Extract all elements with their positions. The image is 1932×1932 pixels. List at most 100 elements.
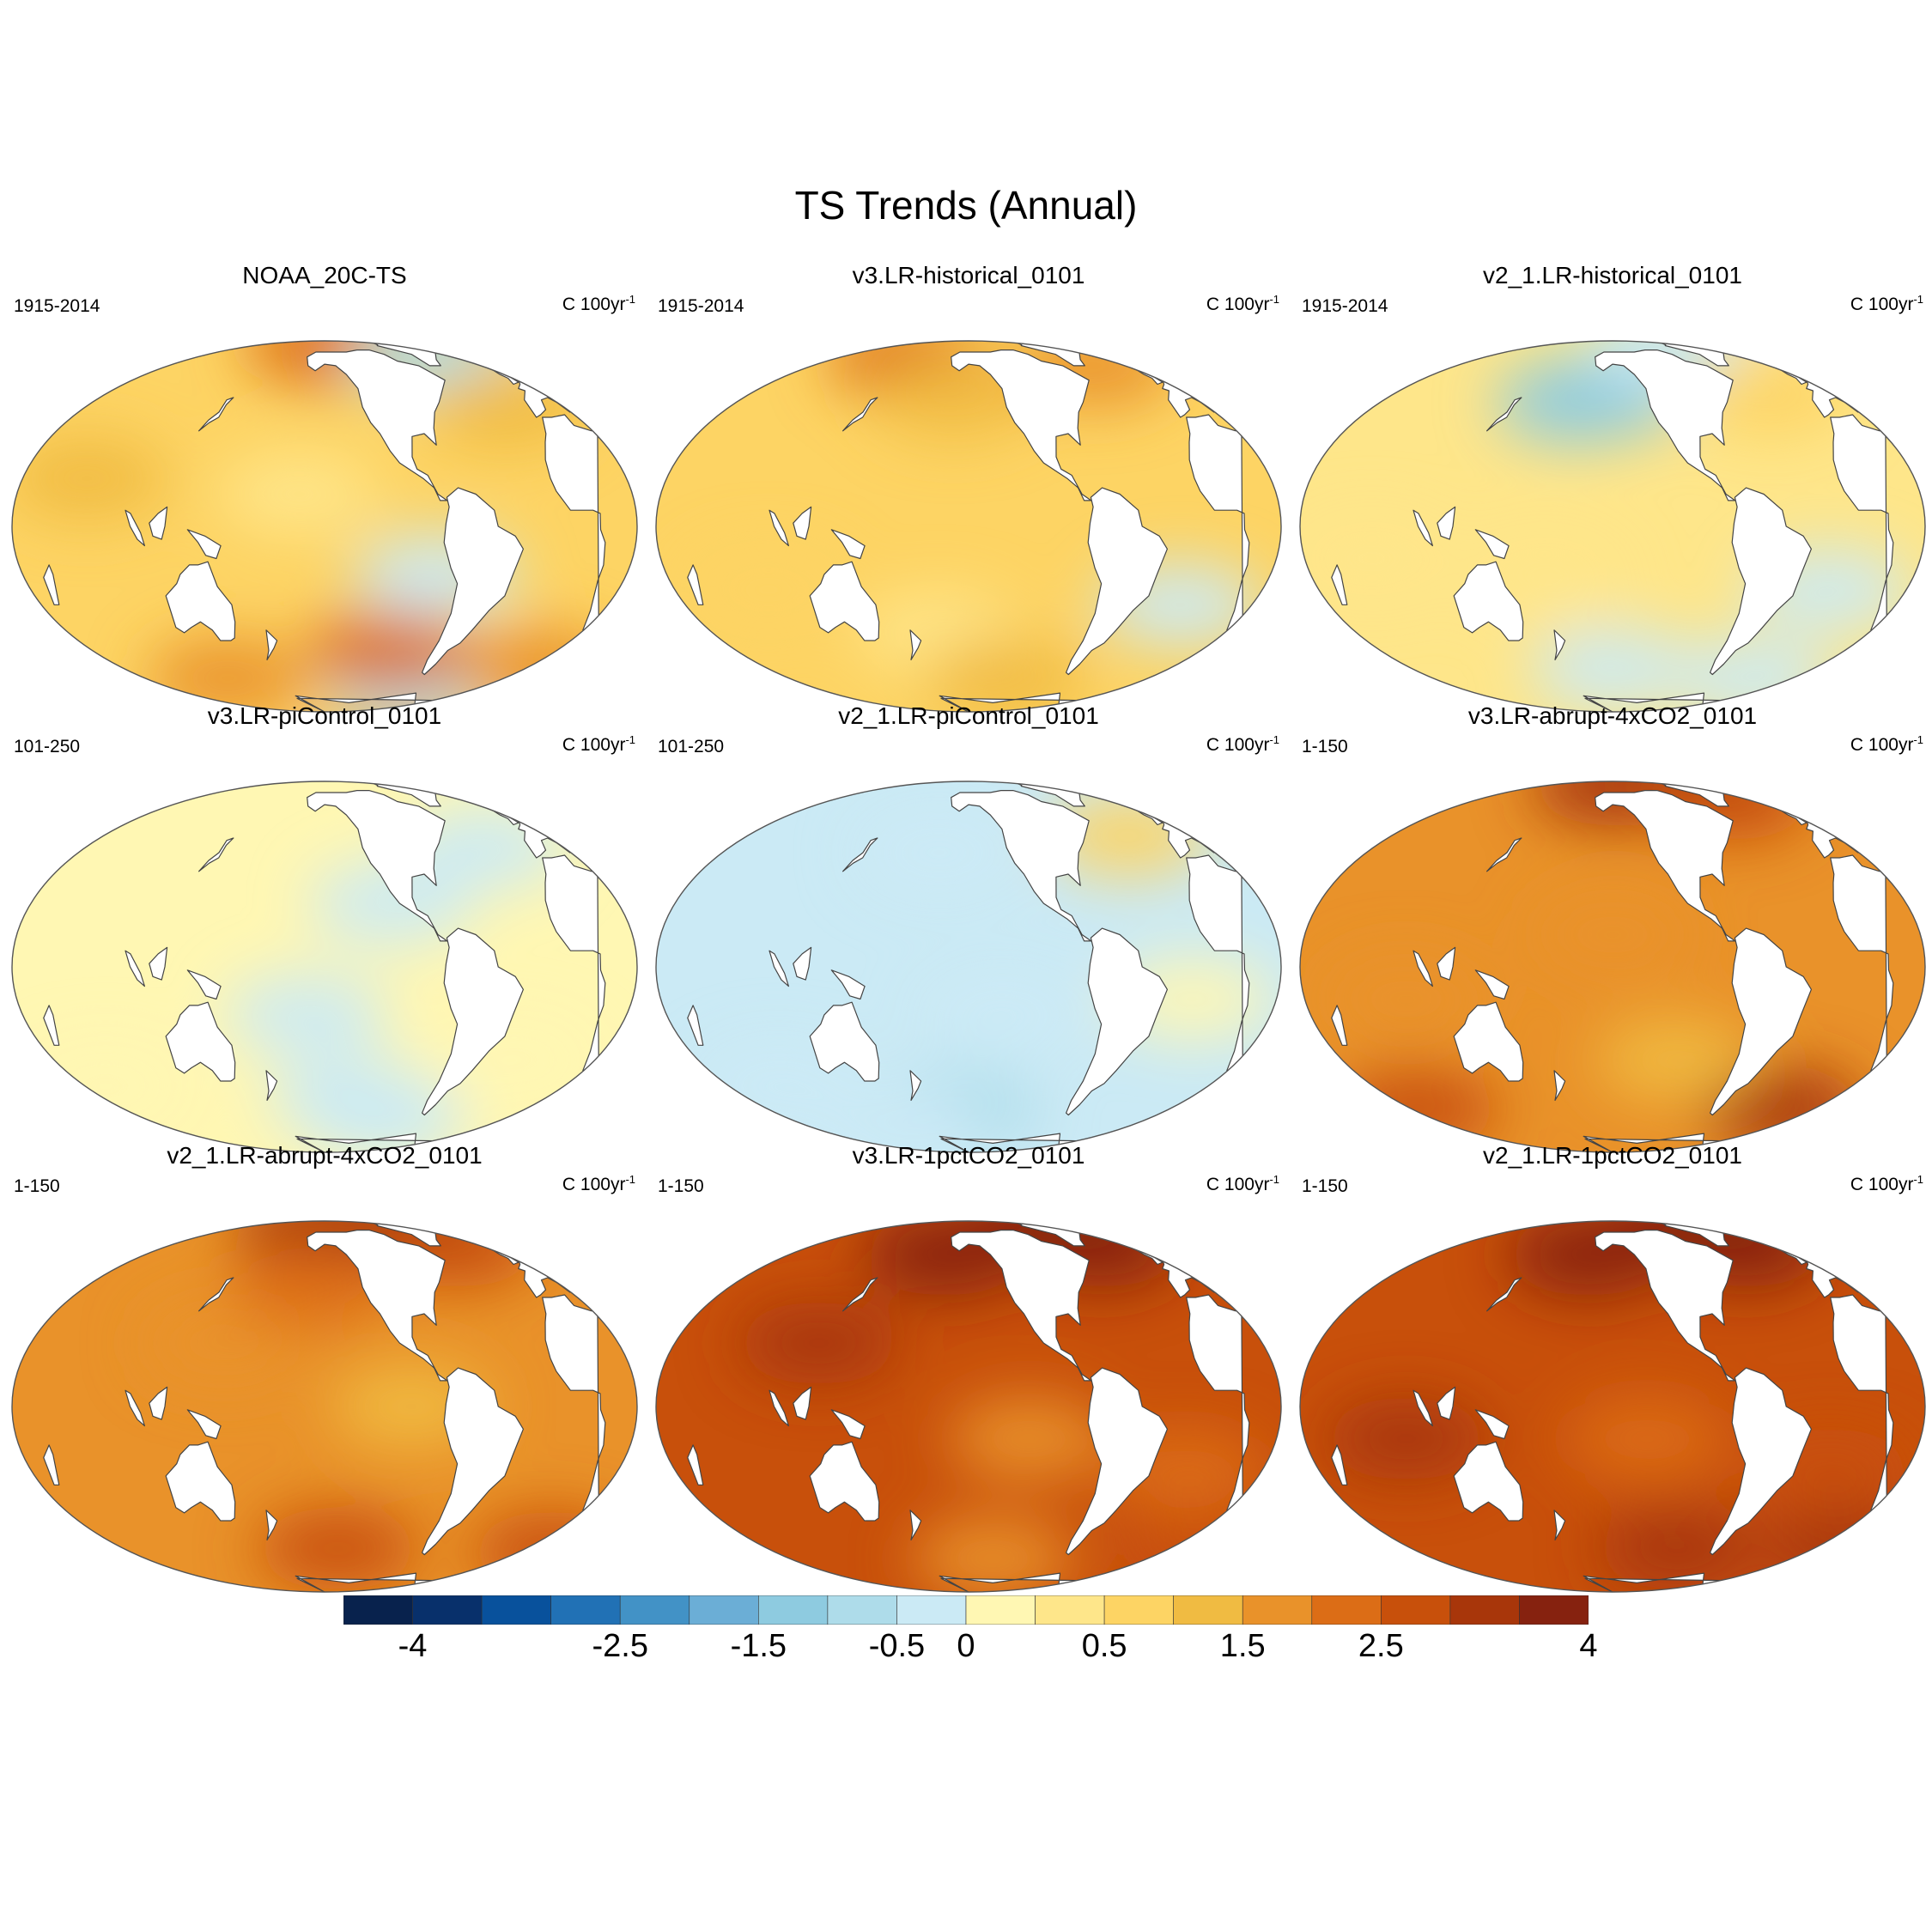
units-exponent: -1	[1913, 733, 1923, 746]
land-australia	[165, 1441, 236, 1522]
map-panel: v3.LR-abrupt-4xCO2_0101 1-150 C 100yr-1	[1295, 702, 1930, 1153]
land-borneo	[793, 1386, 812, 1420]
map	[11, 1220, 638, 1593]
land-north-america	[307, 1230, 448, 1382]
land-south-america	[1710, 927, 1812, 1116]
land-japan	[198, 837, 234, 872]
land-madagascar	[1331, 564, 1348, 605]
land-new-guinea	[830, 1409, 866, 1440]
land-new-zealand	[909, 1510, 922, 1540]
panel-units: C 100yr-1	[562, 293, 635, 315]
colorbar-swatch	[1381, 1595, 1451, 1625]
colorbar-swatch	[1035, 1595, 1105, 1625]
panel-units: C 100yr-1	[1850, 733, 1923, 756]
land-new-zealand	[265, 1510, 278, 1540]
trend-anomaly	[216, 453, 380, 536]
map	[11, 781, 638, 1153]
land-madagascar	[43, 1444, 60, 1485]
land-south-america	[1066, 1367, 1168, 1556]
map-border	[11, 1220, 638, 1593]
map-border	[655, 340, 1282, 713]
panel-period: 1915-2014	[1302, 296, 1388, 316]
panel-title: v3.LR-historical_0101	[852, 262, 1085, 289]
land-new-guinea	[1474, 529, 1510, 560]
land-japan	[1486, 397, 1522, 432]
land-north-america	[951, 349, 1092, 501]
units-text: C 100yr	[1206, 735, 1270, 755]
colorbar-tick-label: -4	[398, 1628, 428, 1664]
land-sumatra	[1413, 1389, 1433, 1427]
land-north-america	[1595, 790, 1736, 942]
land-madagascar	[687, 1005, 704, 1046]
panel-title: v3.LR-abrupt-4xCO2_0101	[1467, 702, 1758, 729]
colorbar-tick-label: 2.5	[1358, 1628, 1404, 1664]
land-south-america	[1710, 487, 1812, 676]
land-north-america	[307, 790, 448, 942]
map-panel: v3.LR-1pctCO2_0101 1-150 C 100yr-1	[651, 1142, 1286, 1593]
land-africa	[1830, 854, 1894, 1072]
colorbar-swatch	[896, 1595, 967, 1625]
units-text: C 100yr	[562, 295, 626, 314]
land-new-zealand	[265, 1070, 278, 1101]
land-south-america	[1066, 487, 1168, 676]
map	[655, 340, 1282, 713]
map-border	[1299, 1220, 1926, 1593]
trend-anomaly	[256, 1507, 420, 1590]
land-new-guinea	[830, 529, 866, 560]
land-north-america	[1595, 1230, 1736, 1382]
panel-period: 1-150	[1302, 1176, 1348, 1196]
map	[1299, 340, 1926, 713]
land-japan	[842, 837, 878, 872]
land-madagascar	[687, 1444, 704, 1485]
map-border	[11, 340, 638, 713]
land-africa	[1830, 1294, 1894, 1511]
map	[11, 340, 638, 713]
land-new-zealand	[909, 1070, 922, 1101]
trend-anomaly	[307, 609, 471, 692]
map-border	[655, 1220, 1282, 1593]
colorbar-swatch	[619, 1595, 690, 1625]
map-panel: v2_1.LR-piControl_0101 101-250 C 100yr-1	[651, 702, 1286, 1153]
trend-anomaly	[857, 811, 1021, 895]
panel-units: C 100yr-1	[1206, 1173, 1279, 1195]
panel-title: v3.LR-1pctCO2_0101	[852, 1142, 1085, 1169]
panel-title: v2_1.LR-piControl_0101	[838, 702, 1099, 729]
land-madagascar	[1331, 1444, 1348, 1485]
land-sumatra	[769, 1389, 789, 1427]
colorbar-swatch	[412, 1595, 483, 1625]
panel-units: C 100yr-1	[1206, 733, 1279, 756]
land-south-america	[1710, 1367, 1812, 1556]
trend-anomaly	[1565, 1397, 1729, 1480]
map-panel: v3.LR-historical_0101 1915-2014 C 100yr-1	[651, 262, 1286, 713]
trend-anomaly	[686, 548, 850, 631]
trend-anomaly	[12, 437, 169, 520]
land-new-zealand	[1553, 629, 1566, 660]
trend-anomaly	[1121, 1507, 1281, 1590]
land-north-america	[951, 790, 1092, 942]
land-new-guinea	[186, 529, 222, 560]
panel-units: C 100yr-1	[1850, 293, 1923, 315]
colorbar-swatch	[343, 1595, 413, 1625]
units-text: C 100yr	[1850, 295, 1914, 314]
land-australia	[1453, 1441, 1524, 1522]
panel-title: v2_1.LR-abrupt-4xCO2_0101	[167, 1142, 483, 1169]
units-exponent: -1	[1269, 293, 1279, 306]
trend-anomaly	[1765, 1507, 1925, 1590]
trend-anomaly	[143, 1302, 307, 1385]
units-text: C 100yr	[562, 1175, 626, 1194]
units-exponent: -1	[625, 293, 635, 306]
units-text: C 100yr	[1850, 735, 1914, 755]
map-border	[1299, 781, 1926, 1153]
land-madagascar	[687, 564, 704, 605]
land-north-america	[307, 349, 448, 501]
colorbar	[343, 1595, 1589, 1625]
panel-title: v3.LR-piControl_0101	[207, 702, 442, 729]
land-africa	[542, 854, 606, 1072]
land-borneo	[1437, 946, 1456, 981]
panel-period: 1-150	[658, 1176, 704, 1196]
map-border	[1299, 340, 1926, 713]
panel-units: C 100yr-1	[562, 733, 635, 756]
map	[1299, 1220, 1926, 1593]
colorbar-swatch	[550, 1595, 621, 1625]
panel-units: C 100yr-1	[562, 1173, 635, 1195]
